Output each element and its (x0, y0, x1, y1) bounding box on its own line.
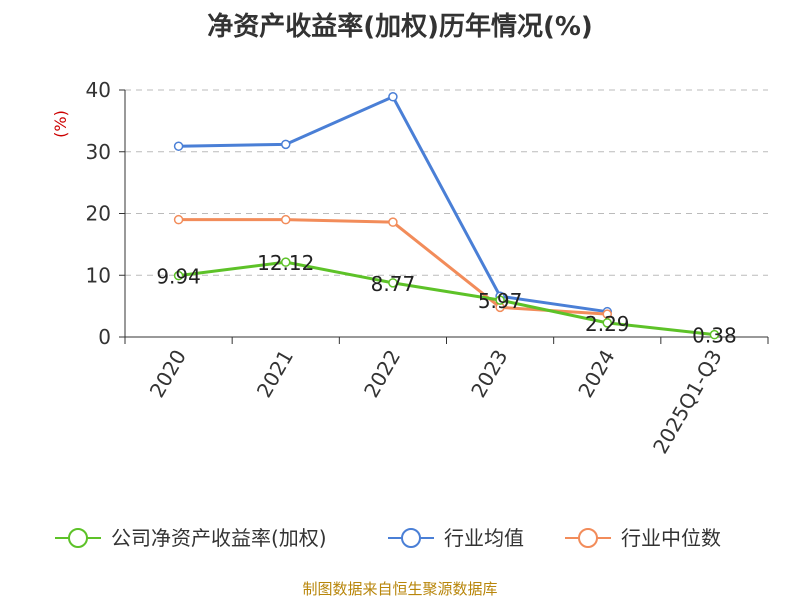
data-point (281, 257, 291, 267)
series-lines (173, 92, 720, 340)
data-point (388, 92, 398, 102)
data-point (388, 278, 398, 288)
data-point (173, 270, 184, 281)
data-point (173, 141, 184, 151)
x-tick-label: 2022 (359, 346, 405, 402)
data-label: 5.97 (478, 289, 523, 313)
x-tick-label: 2020 (145, 346, 191, 402)
y-tick-label: 0 (98, 325, 111, 349)
x-tick-label: 2025Q1-Q3 (648, 346, 727, 458)
y-tick-label: 20 (86, 202, 111, 226)
y-tick-label: 10 (86, 263, 111, 287)
data-label: 9.94 (156, 265, 201, 289)
legend-marker (401, 528, 421, 548)
legend-label: 行业中位数 (621, 526, 721, 550)
legend: 公司净资产收益率(加权) 行业均值 行业中位数 (55, 526, 721, 550)
x-tick-label: 2023 (466, 346, 512, 402)
data-point (388, 217, 398, 227)
y-tick-label: 30 (86, 140, 111, 164)
legend-label: 公司净资产收益率(加权) (111, 526, 327, 550)
data-label: 0.38 (692, 324, 737, 348)
legend-marker (578, 528, 598, 548)
legend-label: 行业均值 (444, 526, 524, 550)
data-point (281, 214, 291, 225)
data-point (495, 295, 505, 305)
data-label: 12.12 (257, 251, 314, 275)
data-label: 8.77 (371, 272, 416, 296)
chart-title: 净资产收益率(加权)历年情况(%) (207, 12, 593, 42)
data-point (173, 214, 184, 225)
legend-marker (68, 528, 88, 548)
source-note: 制图数据来自恒生聚源数据库 (302, 580, 498, 598)
y-tick-label: 40 (86, 78, 111, 102)
x-tick-label: 2024 (573, 346, 619, 402)
gridlines (125, 89, 768, 276)
x-tick-label: 2021 (252, 346, 298, 402)
data-point (281, 139, 291, 150)
data-point (602, 318, 612, 328)
data-point (709, 329, 720, 340)
series-line (178, 260, 715, 337)
data-labels: 9.94 12.12 8.77 5.97 2.29 0.38 (156, 251, 736, 347)
data-label: 2.29 (585, 312, 630, 336)
y-axis-label: (%) (51, 110, 70, 138)
